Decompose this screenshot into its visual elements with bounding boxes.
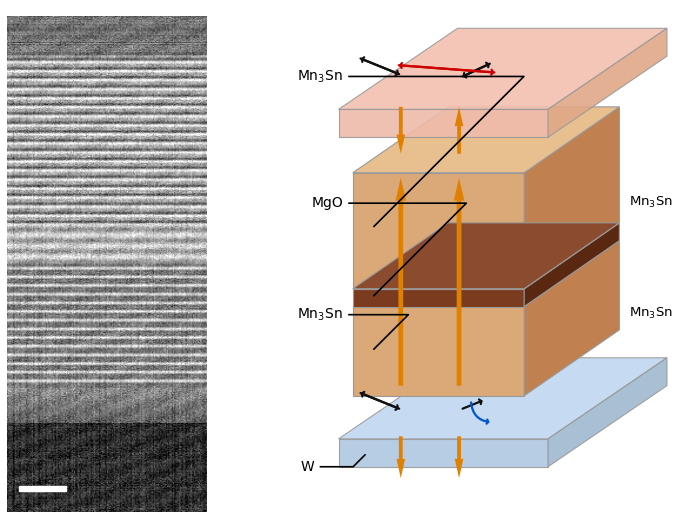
Polygon shape xyxy=(339,29,667,109)
Bar xyxy=(19,486,66,492)
Polygon shape xyxy=(524,107,620,289)
FancyArrow shape xyxy=(396,107,405,154)
FancyArrow shape xyxy=(454,178,464,385)
Polygon shape xyxy=(524,223,620,307)
Polygon shape xyxy=(339,439,548,467)
Polygon shape xyxy=(353,173,524,289)
Text: Mn$_3$Sn: Mn$_3$Sn xyxy=(629,306,673,322)
Text: W: W xyxy=(301,455,365,474)
FancyArrow shape xyxy=(395,178,406,385)
Text: Mn$_3$Sn: Mn$_3$Sn xyxy=(298,68,524,227)
Polygon shape xyxy=(339,358,667,439)
Polygon shape xyxy=(353,307,524,396)
Text: MgO: MgO xyxy=(312,196,466,296)
Text: Mn$_3$Sn: Mn$_3$Sn xyxy=(629,195,673,210)
Polygon shape xyxy=(339,109,548,137)
Polygon shape xyxy=(524,241,620,396)
Polygon shape xyxy=(353,289,524,307)
FancyArrow shape xyxy=(396,436,405,478)
FancyArrow shape xyxy=(455,436,463,478)
Polygon shape xyxy=(548,358,667,467)
Polygon shape xyxy=(548,29,667,137)
FancyArrow shape xyxy=(455,107,463,154)
Polygon shape xyxy=(353,107,620,173)
Polygon shape xyxy=(353,223,620,289)
Text: Mn$_3$Sn: Mn$_3$Sn xyxy=(298,306,408,349)
